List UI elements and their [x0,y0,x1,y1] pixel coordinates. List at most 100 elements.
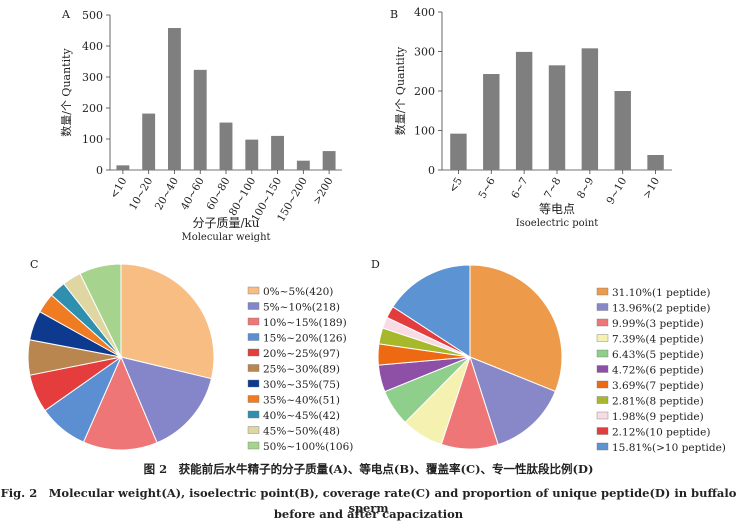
caption-en-line2: before and after capacization [273,507,464,521]
x-tick-label: 7~8 [542,176,563,201]
panel-label: A [61,8,71,21]
legend-swatch [247,364,260,372]
legend-swatch [596,365,609,373]
x-axis-label-en: Molecular weight [181,232,270,243]
bar [515,51,533,170]
legend-entry: 7.39%(4 peptide) [612,334,704,346]
x-axis-label-en: Isoelectric point [516,218,599,229]
pie-slice [120,356,213,444]
bar [450,133,467,170]
bar [483,74,500,170]
bar [271,135,284,170]
legend-swatch [596,427,609,435]
x-tick-label: 8~9 [575,176,596,201]
legend-swatch [247,348,260,357]
y-axis-label: 数量/个 Quantity [60,47,73,136]
legend-swatch [596,303,609,311]
x-tick-label: <5 [447,176,465,195]
x-axis-label: 分子质量/ku [192,216,259,230]
bar [548,65,566,170]
legend-entry: 1.98%(9 peptide) [612,411,704,423]
y-tick-label: 300 [414,46,435,59]
legend-entry: 30%~35%(75) [263,379,340,391]
legend-swatch [247,410,260,419]
panel-label: C [30,258,38,271]
legend-entry: 13.96%(2 peptide) [612,303,710,315]
legend-entry: 0%~5%(420) [263,286,333,298]
legend-swatch [247,395,260,403]
legend-entry: 4.72%(6 peptide) [612,365,704,377]
caption-zh: 图 2 获能前后水牛精子的分子质量(A)、等电点(B)、覆盖率(C)、专一性肽段… [143,462,594,476]
y-tick-label: 100 [414,125,435,138]
x-tick-label: >200 [311,176,336,207]
legend-entry: 31.10%(1 peptide) [612,287,710,299]
legend-entry: 6.43%(5 peptide) [612,349,704,361]
bar [581,48,599,171]
bar [219,122,233,170]
x-tick-label: 6~7 [509,176,530,201]
bar [322,151,336,170]
legend-swatch [596,380,609,389]
x-axis-label: 等电点 [539,202,575,216]
legend-swatch [596,349,609,358]
bar [245,139,259,170]
legend-entry: 45%~50%(48) [263,426,340,438]
y-tick-label: 200 [82,102,103,115]
legend-entry: 5%~10%(218) [263,302,340,314]
y-tick-label: 500 [82,9,103,22]
legend-swatch [596,318,609,327]
bar [168,28,181,170]
x-tick-label: 40~60 [179,176,207,213]
legend-swatch [247,317,260,326]
pie-slice [82,355,158,451]
x-tick-label: 60~80 [204,176,232,213]
x-tick-label: >10 [641,176,662,201]
legend-entry: 50%~100%(106) [263,441,353,453]
legend-swatch [247,441,260,450]
chart-a: A 0 100 200 300 400 500 <1010~2020~4040~6060~80… [60,8,342,243]
legend-swatch [247,426,260,434]
y-tick-label: 0 [428,164,435,177]
legend-swatch [596,442,609,451]
chart-d: D 31.10%(1 peptide) 13.96%(2 peptide) 9.99%… [371,258,726,454]
bar [296,160,310,170]
legend-swatch [596,287,609,296]
legend-entry: 15%~20%(126) [263,333,347,345]
legend-entry: 20%~25%(97) [263,348,340,360]
bar [193,69,207,170]
legend-entry: 10%~15%(189) [263,317,347,329]
y-tick-label: 400 [414,6,435,19]
legend-swatch [247,379,260,388]
legend-swatch [247,286,260,295]
legend-entry: 2.81%(8 peptide) [612,396,704,408]
caption-en-line1: Fig. 2 Molecular weight(A), isoelectric … [0,486,737,515]
x-tick-label: 9~10 [604,176,629,207]
chart-b: B 0 100 200 300 400 <5 5~6 6~7 7~8 8~9 9~10 >10 数量/个 … [390,6,672,229]
legend-swatch [596,396,609,404]
x-tick-label: 5~6 [476,175,498,200]
legend-swatch [247,333,260,341]
legend-swatch [596,334,609,342]
x-tick-label: <10 [108,176,129,201]
panel-label: D [371,258,380,271]
bar [614,91,631,170]
pie-slice [469,264,563,393]
y-tick-label: 300 [82,71,103,84]
legend-swatch [596,411,609,420]
panel-label: B [390,8,398,21]
bar [142,113,156,170]
legend-swatch [247,302,260,310]
bar [116,165,130,170]
bar [647,154,664,170]
y-tick-label: 200 [414,85,435,98]
legend-entry: 3.69%(7 peptide) [612,380,704,392]
y-tick-label: 400 [82,40,103,53]
x-tick-label: 20~40 [153,176,181,213]
pie-slice [79,263,122,358]
legend-entry: 35%~40%(51) [263,395,340,407]
x-tick-label: 10~20 [127,176,155,213]
pie-slice [392,264,471,358]
y-tick-label: 100 [82,133,103,146]
y-tick-label: 0 [96,164,103,177]
figure-canvas: A 0 100 200 300 400 500 <1010~2020~4040~6060~80… [27,6,726,454]
